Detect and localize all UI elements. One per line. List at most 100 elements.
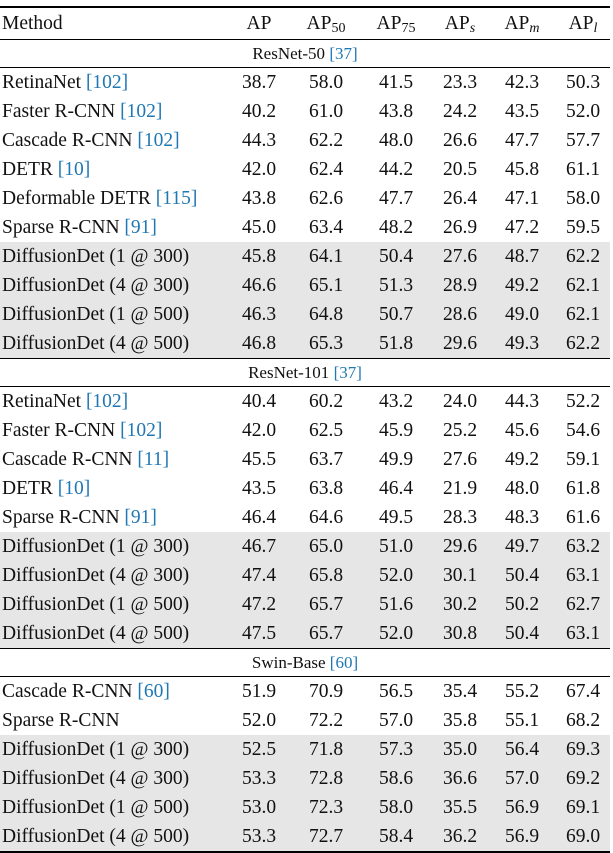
table-row: Deformable DETR [115] 43.8 62.6 47.7 26.4 47.…: [0, 184, 610, 213]
method-cell: DiffusionDet (1 @ 500): [0, 793, 226, 822]
apl-value: 50.3: [565, 72, 601, 93]
apm-value: 50.4: [488, 619, 556, 649]
results-table: Method AP AP50 AP75 APs APm APl ResNet-5…: [0, 6, 610, 853]
table-row: Faster R-CNN [102] 40.2 61.0 43.8 24.2 43.5 52…: [0, 97, 610, 126]
table-row: Sparse R-CNN [91] 45.0 63.4 48.2 26.9 47.2 59.…: [0, 213, 610, 242]
ap75-value: 51.6: [360, 590, 432, 619]
method-name: DiffusionDet (1 @ 500): [2, 797, 190, 818]
table-row: DiffusionDet (4 @ 500) 53.3 72.7 58.4 36.2 56…: [0, 822, 610, 852]
apl-value: 69.2: [556, 764, 610, 793]
ap75-value: 46.4: [378, 478, 414, 499]
header-row: Method AP AP50 AP75 APs APm APl: [0, 7, 610, 40]
method-name: DiffusionDet (4 @ 500): [2, 826, 190, 847]
method-name: DETR: [2, 159, 58, 180]
method-name: Cascade R-CNN: [2, 449, 138, 470]
aps-value: 35.4: [442, 681, 478, 702]
apm-value: 42.3: [504, 72, 540, 93]
aps-value: 26.4: [442, 188, 478, 209]
method-cell: DiffusionDet (4 @ 500): [0, 619, 226, 649]
ap75-value: 48.2: [378, 217, 414, 238]
apl-value: 61.8: [565, 478, 601, 499]
method-citation[interactable]: [10]: [57, 478, 91, 499]
apm-value: 44.3: [504, 391, 540, 412]
aps-value: 20.5: [442, 159, 478, 180]
method-citation[interactable]: [11]: [137, 449, 170, 470]
method-citation[interactable]: [102]: [120, 101, 163, 122]
aps-value: 35.0: [432, 735, 488, 764]
table-row: DiffusionDet (1 @ 300) 46.7 65.0 51.0 29.6 49…: [0, 532, 610, 561]
ap75-value: 57.3: [360, 735, 432, 764]
method-cell: RetinaNet [102]: [0, 387, 226, 417]
table-row: DiffusionDet (4 @ 300) 47.4 65.8 52.0 30.1 50…: [0, 561, 610, 590]
method-cell: DiffusionDet (1 @ 500): [0, 590, 226, 619]
ap75-value: 52.0: [360, 619, 432, 649]
ap-value: 40.4: [241, 391, 277, 412]
method-name: DiffusionDet (4 @ 300): [2, 768, 190, 789]
apl-value: 69.3: [556, 735, 610, 764]
aps-value: 29.6: [432, 532, 488, 561]
method-citation[interactable]: [91]: [124, 217, 157, 238]
ap-value: 46.3: [226, 300, 292, 329]
table-body: ResNet-50 [37] RetinaNet [102] 38.7 58.0 41.…: [0, 40, 610, 852]
method-name: Faster R-CNN: [2, 101, 121, 122]
section-citation[interactable]: [60]: [329, 653, 359, 672]
section-backbone: Swin-Base: [251, 653, 326, 672]
method-cell: DiffusionDet (1 @ 300): [0, 735, 226, 764]
section-citation[interactable]: [37]: [333, 363, 362, 382]
ap-value: 45.8: [226, 242, 292, 271]
ap-value: 53.3: [226, 764, 292, 793]
ap50-value: 72.2: [308, 710, 344, 731]
section-citation[interactable]: [37]: [329, 44, 358, 63]
apm-value: 48.7: [488, 242, 556, 271]
method-citation[interactable]: [10]: [57, 159, 91, 180]
method-citation[interactable]: [102]: [137, 130, 180, 151]
method-name: Cascade R-CNN: [2, 681, 138, 702]
method-cell: DiffusionDet (4 @ 300): [0, 764, 226, 793]
method-cell: Faster R-CNN [102]: [0, 97, 226, 126]
method-citation[interactable]: [102]: [85, 391, 129, 412]
method-cell: DETR [10]: [0, 155, 226, 184]
ap75-value: 51.0: [360, 532, 432, 561]
apm-value: 56.9: [488, 793, 556, 822]
ap50-value: 70.9: [308, 681, 344, 702]
method-name: DiffusionDet (1 @ 300): [2, 246, 190, 267]
method-citation[interactable]: [102]: [120, 420, 163, 441]
col-apm: APm: [504, 13, 540, 36]
table-row: Faster R-CNN [102] 42.0 62.5 45.9 25.2 45.6 54…: [0, 416, 610, 445]
apm-value: 43.5: [504, 101, 540, 122]
col-ap: AP: [246, 13, 272, 34]
ap75-value: 58.0: [360, 793, 432, 822]
method-name: DiffusionDet (1 @ 300): [2, 536, 190, 557]
method-citation[interactable]: [91]: [124, 507, 157, 528]
ap-value: 46.8: [226, 329, 292, 359]
section-label: ResNet-50 [37]: [0, 40, 610, 68]
method-citation[interactable]: [102]: [85, 72, 129, 93]
apm-value: 57.0: [488, 764, 556, 793]
method-cell: DiffusionDet (1 @ 300): [0, 532, 226, 561]
ap50-value: 58.0: [308, 72, 344, 93]
ap50-value: 65.7: [292, 619, 360, 649]
ap-value: 53.3: [226, 822, 292, 852]
apl-value: 62.2: [556, 329, 610, 359]
ap75-value: 45.9: [378, 420, 414, 441]
method-citation[interactable]: [115]: [155, 188, 198, 209]
ap50-value: 62.6: [308, 188, 344, 209]
table-row: DiffusionDet (1 @ 500) 53.0 72.3 58.0 35.5 56…: [0, 793, 610, 822]
aps-value: 21.9: [442, 478, 478, 499]
section-header-row: Swin-Base [60]: [0, 648, 610, 677]
method-citation[interactable]: [60]: [137, 681, 170, 702]
table-row: DiffusionDet (4 @ 300) 53.3 72.8 58.6 36.6 57…: [0, 764, 610, 793]
method-name: Faster R-CNN: [2, 420, 121, 441]
ap75-value: 41.5: [378, 72, 414, 93]
table-row: Sparse R-CNN [91] 46.4 64.6 49.5 28.3 48.3 61.…: [0, 503, 610, 532]
apl-value: 61.1: [565, 159, 601, 180]
apm-value: 49.3: [488, 329, 556, 359]
col-ap75: AP75: [376, 13, 416, 36]
ap75-value: 48.0: [378, 130, 414, 151]
ap-value: 44.3: [241, 130, 277, 151]
method-name: DiffusionDet (1 @ 500): [2, 594, 190, 615]
aps-value: 25.2: [442, 420, 478, 441]
method-cell: RetinaNet [102]: [0, 68, 226, 98]
apl-value: 54.6: [565, 420, 601, 441]
